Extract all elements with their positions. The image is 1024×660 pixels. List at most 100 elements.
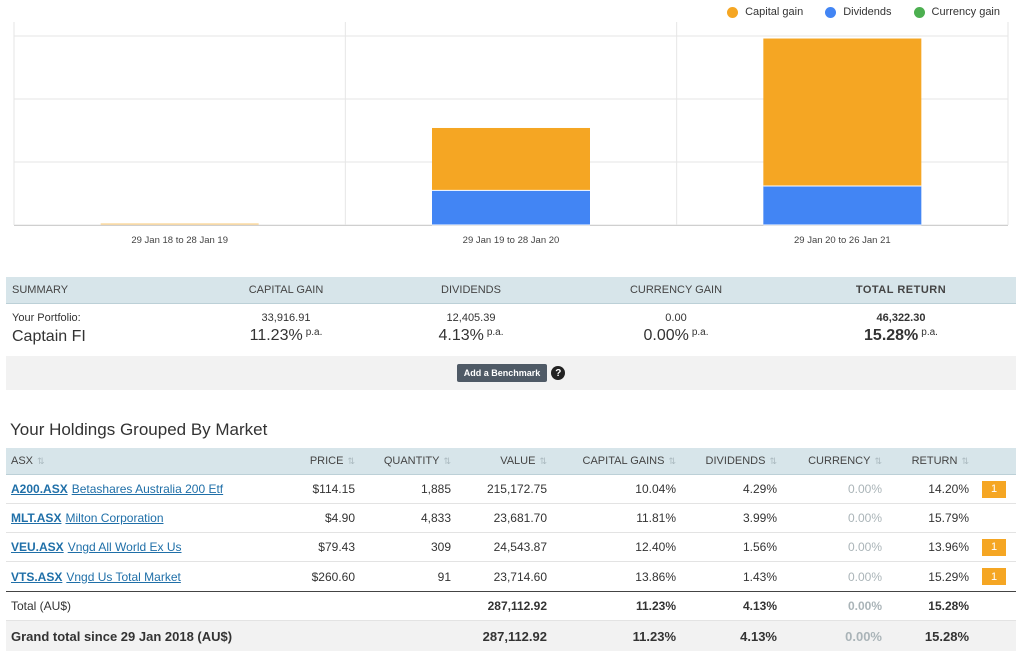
sort-icon[interactable]: ⇅	[668, 456, 676, 466]
total-return-header: TOTAL RETURN	[855, 284, 947, 296]
price-cell: $260.60	[311, 569, 355, 584]
total-row: Total (AU$) 287,112.92 11.23% 4.13% 0.00…	[6, 591, 1016, 621]
x-tick-label: 29 Jan 18 to 28 Jan 19	[131, 235, 228, 246]
price-cell: $114.15	[312, 482, 356, 496]
col-header-asx[interactable]: ASX ⇅	[11, 455, 45, 467]
holding-code-link[interactable]: VEU.ASX	[11, 540, 64, 554]
total-currency: 0.00%	[847, 599, 882, 613]
price-cell: $4.90	[324, 511, 355, 525]
holding-code-link[interactable]: A200.ASX	[11, 482, 68, 496]
table-row: A200.ASX Betashares Australia 200 Etf $11…	[6, 475, 1016, 504]
table-row: MLT.ASX Milton Corporation $4.90 4,833 23…	[6, 504, 1016, 533]
col-header-return[interactable]: RETURN ⇅	[911, 455, 969, 467]
holdings-header-row: ASX ⇅ PRICE ⇅ QUANTITY ⇅ VALUE ⇅ CAPITAL GAI…	[6, 448, 1016, 475]
col-header-value[interactable]: VALUE ⇅	[500, 455, 547, 467]
chart-legend: Capital gain Dividends Currency gain	[727, 6, 1000, 18]
price-cell: $79.43	[318, 540, 355, 554]
legend-label: Dividends	[843, 6, 892, 18]
col-header-capital-gains[interactable]: CAPITAL GAINS ⇅	[582, 455, 676, 467]
total-label: Total (AU$)	[11, 599, 72, 613]
holding-name-link[interactable]: Milton Corporation	[65, 511, 164, 525]
sort-icon[interactable]: ⇅	[769, 456, 777, 466]
bar-capital-gain	[432, 127, 590, 191]
dividends-pct: 4.13%	[438, 327, 484, 344]
sort-icon[interactable]: ⇅	[874, 456, 882, 466]
holdings-table: ASX ⇅ PRICE ⇅ QUANTITY ⇅ VALUE ⇅ CAPITAL GAI…	[6, 448, 1016, 651]
summary-header-label: SUMMARY	[12, 284, 69, 296]
total-dividends: 4.13%	[742, 599, 777, 613]
benchmark-bar: Add a Benchmark ?	[6, 356, 1016, 390]
notification-badge[interactable]: 1	[982, 568, 1006, 585]
quantity-cell: 4,833	[420, 511, 451, 525]
legend-item-dividends[interactable]: Dividends	[825, 6, 892, 18]
col-header-quantity[interactable]: QUANTITY ⇅	[383, 455, 451, 467]
capital-gain-dot-icon	[727, 6, 739, 18]
total-return-amount: 46,322.30	[876, 312, 926, 324]
dividends-header: DIVIDENDS	[441, 284, 501, 296]
grand-total-dividends: 4.13%	[740, 628, 777, 644]
capital-gains-cell: 11.81%	[636, 511, 676, 525]
notification-badge[interactable]: 1	[982, 480, 1006, 498]
return-cell: 14.20%	[928, 482, 969, 496]
dividends-cell: 1.43%	[742, 569, 777, 584]
holding-name-link[interactable]: Vngd Us Total Market	[66, 569, 181, 584]
notification-badge[interactable]: 1	[982, 538, 1006, 556]
holdings-title: Your Holdings Grouped By Market	[10, 420, 268, 439]
dividends-cell: 1.56%	[742, 540, 777, 554]
quantity-cell: 309	[430, 540, 451, 554]
sort-icon[interactable]: ⇅	[347, 456, 355, 466]
dividends-dot-icon	[825, 6, 837, 18]
col-header-dividends[interactable]: DIVIDENDS ⇅	[705, 455, 777, 467]
returns-chart: 29 Jan 18 to 28 Jan 19 29 Jan 19 to 28 Ja…	[0, 0, 1024, 255]
capital-gain-amount: 33,916.91	[261, 312, 311, 324]
quantity-cell: 91	[437, 569, 451, 584]
holding-code-link[interactable]: MLT.ASX	[11, 511, 62, 525]
pa-label: p.a.	[486, 327, 504, 338]
grand-total-label: Grand total since 29 Jan 2018 (AU$)	[11, 628, 233, 644]
value-cell: 215,172.75	[486, 482, 547, 496]
total-return: 15.28%	[928, 599, 969, 613]
value-cell: 24,543.87	[493, 540, 547, 554]
pa-label: p.a.	[691, 327, 709, 338]
value-cell: 23,681.70	[493, 511, 547, 525]
x-tick-label: 29 Jan 19 to 28 Jan 20	[463, 235, 560, 246]
currency-gain-dot-icon	[913, 6, 925, 18]
currency-cell: 0.00%	[847, 482, 882, 496]
sort-icon[interactable]: ⇅	[443, 456, 451, 466]
sort-icon[interactable]: ⇅	[37, 456, 45, 466]
table-row: VTS.ASX Vngd Us Total Market $260.60 91 2…	[6, 562, 1016, 591]
summary-panel: SUMMARY CAPITAL GAIN DIVIDENDS CURRENCY …	[6, 277, 1016, 390]
holding-code-link[interactable]: VTS.ASX	[11, 569, 63, 584]
help-icon[interactable]: ?	[551, 366, 566, 380]
add-benchmark-button[interactable]: Add a Benchmark	[456, 364, 548, 382]
bar-dividends	[432, 190, 590, 225]
holding-name-link[interactable]: Betashares Australia 200 Etf	[71, 482, 224, 496]
return-cell: 13.96%	[928, 540, 969, 554]
chart-plot: 29 Jan 18 to 28 Jan 19 29 Jan 19 to 28 Ja…	[13, 22, 1009, 246]
holding-name-link[interactable]: Vngd All World Ex Us	[67, 540, 182, 554]
currency-gain-header: CURRENCY GAIN	[629, 284, 723, 296]
capital-gain-pct: 11.23%	[249, 327, 303, 344]
col-header-currency[interactable]: CURRENCY ⇅	[808, 455, 882, 467]
legend-label: Currency gain	[931, 6, 1000, 18]
sort-icon[interactable]: ⇅	[961, 456, 969, 466]
currency-cell: 0.00%	[847, 540, 882, 554]
sort-icon[interactable]: ⇅	[539, 456, 547, 466]
legend-item-capital-gain[interactable]: Capital gain	[727, 6, 803, 18]
dividends-cell: 3.99%	[742, 511, 777, 525]
bar-capital-gain	[763, 38, 922, 186]
total-capital-gains: 11.23%	[635, 599, 676, 613]
quantity-cell: 1,885	[420, 482, 451, 496]
dividends-cell: 4.29%	[742, 482, 777, 496]
pa-label: p.a.	[921, 327, 938, 338]
capital-gains-cell: 13.86%	[635, 569, 676, 584]
grand-total-row: Grand total since 29 Jan 2018 (AU$) 287,…	[6, 621, 1016, 651]
legend-label: Capital gain	[745, 6, 804, 18]
col-header-price[interactable]: PRICE ⇅	[309, 455, 355, 467]
table-row: VEU.ASX Vngd All World Ex Us $79.43 309 2…	[6, 533, 1016, 562]
capital-gains-cell: 10.04%	[635, 482, 676, 496]
return-cell: 15.29%	[928, 569, 969, 584]
return-cell: 15.79%	[928, 511, 969, 525]
currency-cell: 0.00%	[847, 511, 882, 525]
legend-item-currency-gain[interactable]: Currency gain	[913, 6, 1000, 18]
